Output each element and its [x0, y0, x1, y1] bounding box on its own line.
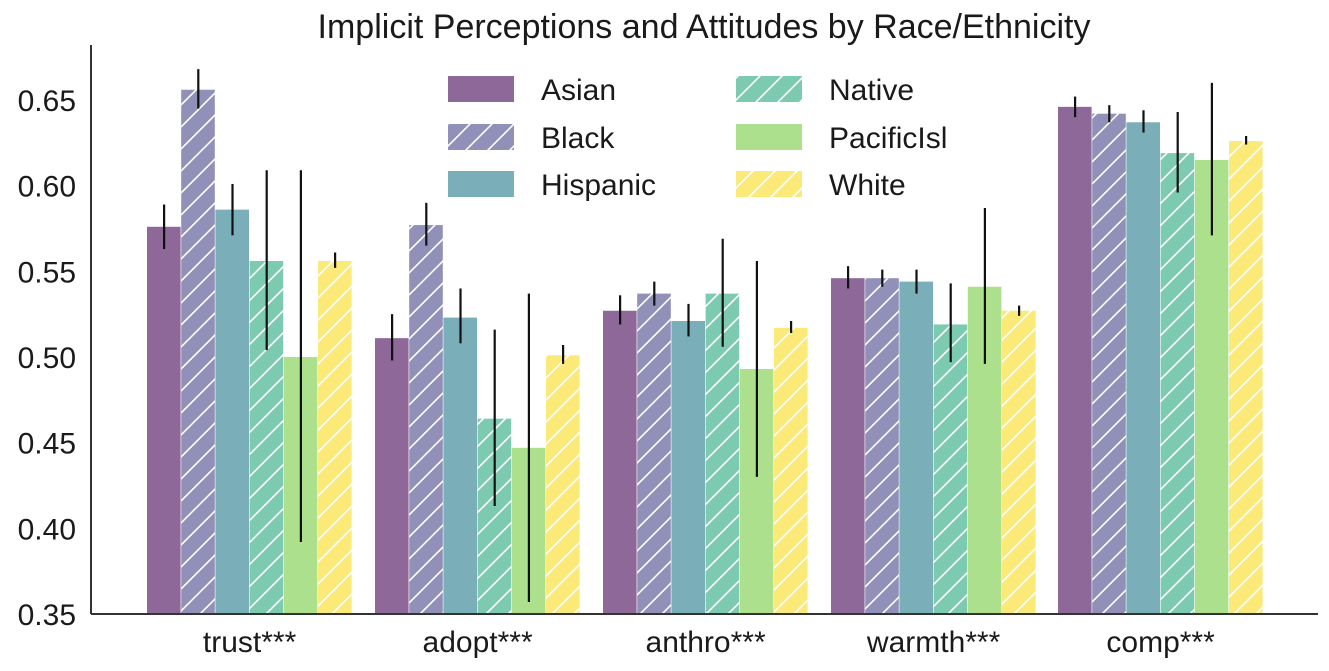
- bar-hispanic-2: [671, 321, 706, 614]
- legend-swatch-asian: [448, 76, 514, 102]
- axes-layer: [90, 45, 1318, 615]
- bar-hatch-white-0: [318, 261, 353, 614]
- legend-swatch-hatch: [736, 76, 802, 102]
- legend-swatch-hatch: [736, 171, 802, 197]
- bar-hatch-black-4: [1092, 113, 1127, 614]
- y-tick-label: 0.60: [18, 171, 76, 204]
- bar-asian-3: [831, 278, 866, 614]
- y-tick-label: 0.65: [18, 85, 76, 118]
- bar-hatch-black-1: [409, 225, 444, 614]
- bar-hispanic-1: [443, 317, 478, 614]
- y-tick-label: 0.45: [18, 428, 76, 461]
- legend-label-black: Black: [541, 122, 615, 155]
- legend-label-white: White: [829, 169, 906, 202]
- legend-swatch-hispanic: [448, 171, 514, 197]
- y-tick-labels: 0.35 0.40 0.45 0.50 0.55 0.60 0.65: [18, 85, 76, 632]
- bar-hatch-native-2: [705, 293, 740, 614]
- x-category-label: anthro***: [646, 626, 766, 659]
- y-tick-label: 0.55: [18, 256, 76, 289]
- y-tick-label: 0.50: [18, 342, 76, 375]
- legend-label-hispanic: Hispanic: [541, 169, 656, 202]
- bar-hatch-white-3: [1002, 310, 1037, 614]
- legend-label-native: Native: [829, 74, 914, 107]
- bar-asian-4: [1058, 106, 1093, 614]
- bar-hispanic-0: [215, 209, 250, 615]
- legend-label-asian: Asian: [541, 74, 616, 107]
- legend-swatch-pacificisl: [736, 124, 802, 150]
- x-category-label: trust***: [203, 626, 297, 659]
- bar-pacificisl-4: [1194, 159, 1229, 614]
- legend-swatch-hatch: [448, 124, 514, 150]
- bar-hatch-native-4: [1160, 153, 1195, 614]
- chart-title: Implicit Perceptions and Attitudes by Ra…: [318, 8, 1091, 46]
- bar-hatch-black-3: [865, 278, 900, 614]
- legend-label-pacificisl: PacificIsl: [829, 122, 947, 155]
- x-category-label: comp***: [1106, 626, 1215, 659]
- bar-asian-2: [603, 310, 638, 614]
- y-tick-label: 0.40: [18, 513, 76, 546]
- bars-layer: [147, 89, 1264, 615]
- bar-hatch-native-3: [933, 324, 968, 614]
- bar-asian-0: [147, 226, 182, 614]
- bar-hatch-white-2: [774, 327, 809, 614]
- x-category-labels: trust*** adopt*** anthro*** warmth*** comp**…: [203, 626, 1215, 659]
- bar-hispanic-4: [1126, 122, 1161, 615]
- bar-hatch-white-1: [546, 355, 581, 614]
- y-tick-label: 0.35: [18, 599, 76, 632]
- legend: Asian Black Hispanic Native PacificIsl White: [448, 74, 947, 202]
- bar-hatch-white-4: [1229, 141, 1264, 614]
- bar-hatch-black-0: [181, 89, 216, 615]
- bar-asian-1: [375, 338, 410, 614]
- x-category-label: warmth***: [866, 626, 1001, 659]
- bar-hispanic-3: [899, 281, 934, 614]
- bar-hatch-black-2: [637, 293, 672, 614]
- x-category-label: adopt***: [423, 626, 533, 659]
- error-bars-layer: [163, 69, 1248, 603]
